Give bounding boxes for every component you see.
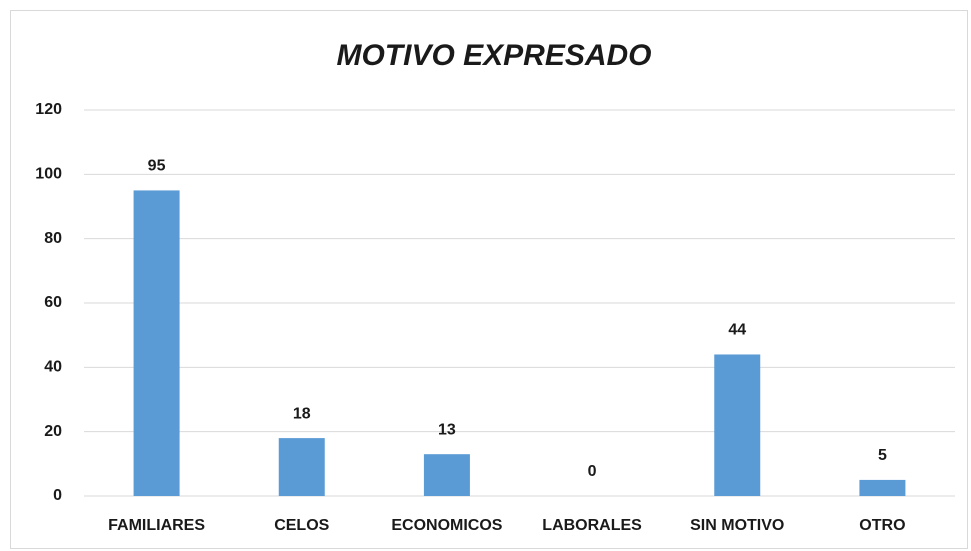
data-label: 13: [438, 421, 456, 438]
y-tick-label: 60: [44, 294, 62, 311]
y-tick-label: 80: [44, 230, 62, 247]
bar: [859, 479, 906, 496]
bar: [133, 190, 180, 496]
y-tick-label: 0: [53, 487, 62, 504]
x-tick-label: ECONOMICOS: [391, 517, 502, 534]
x-tick-label: FAMILIARES: [108, 517, 205, 534]
data-label: 95: [148, 158, 166, 175]
bar: [423, 454, 470, 496]
chart-title: MOTIVO EXPRESADO: [336, 39, 651, 72]
y-tick-label: 40: [44, 359, 62, 376]
x-tick-label: CELOS: [274, 517, 329, 534]
x-tick-label: LABORALES: [542, 517, 642, 534]
data-label: 0: [588, 463, 597, 480]
data-label: 18: [293, 405, 311, 422]
x-tick-label: OTRO: [859, 517, 905, 534]
y-tick-label: 100: [35, 166, 62, 183]
data-label: 5: [878, 447, 887, 464]
y-tick-label: 20: [44, 423, 62, 440]
x-tick-label: SIN MOTIVO: [690, 517, 784, 534]
bar: [714, 354, 761, 496]
y-tick-label: 120: [35, 101, 62, 118]
bar: [278, 438, 325, 496]
data-label: 44: [728, 322, 746, 339]
